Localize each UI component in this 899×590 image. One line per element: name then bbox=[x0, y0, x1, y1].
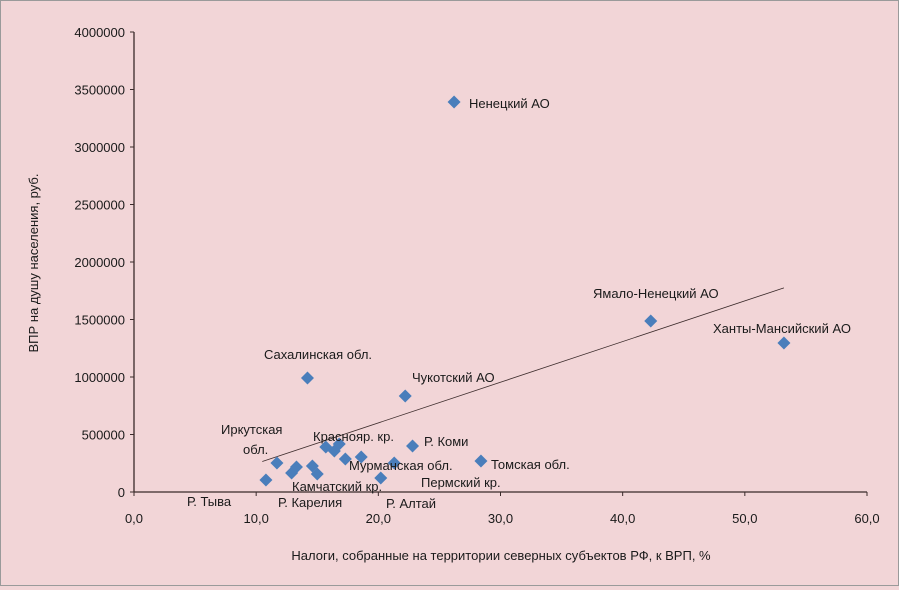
trend-line bbox=[262, 287, 785, 462]
x-tick-label: 30,0 bbox=[488, 511, 513, 526]
point-annotation: Сахалинская обл. bbox=[264, 347, 372, 362]
x-tick-label: 20,0 bbox=[366, 511, 391, 526]
y-tick-label: 2500000 bbox=[74, 198, 125, 213]
x-axis-title: Налоги, собранные на территории северных… bbox=[291, 548, 711, 563]
point-annotation: Р. Алтай bbox=[386, 496, 436, 511]
data-point bbox=[300, 371, 314, 385]
point-annotation: Ханты-Мансийский АО bbox=[713, 321, 851, 336]
point-annotation: Мурманская обл. bbox=[349, 458, 453, 473]
x-tick-label: 60,0 bbox=[854, 511, 879, 526]
data-point bbox=[474, 454, 488, 468]
data-point bbox=[354, 450, 368, 464]
y-axis-title: ВПР на душу населения, руб. bbox=[26, 174, 41, 353]
point-annotation: Иркутская bbox=[221, 422, 282, 437]
point-annotation: Ямало-Ненецкий АО bbox=[593, 286, 719, 301]
data-point bbox=[777, 336, 791, 350]
point-annotation: Р. Тыва bbox=[187, 494, 232, 509]
data-point bbox=[332, 437, 346, 451]
point-annotation: Р. Карелия bbox=[278, 495, 342, 510]
y-tick-label: 3000000 bbox=[74, 140, 125, 155]
x-tick-label: 10,0 bbox=[244, 511, 269, 526]
data-point bbox=[259, 473, 273, 487]
data-point bbox=[289, 460, 303, 474]
data-point bbox=[338, 452, 352, 466]
point-annotation: Р. Коми bbox=[424, 434, 468, 449]
y-tick-label: 4000000 bbox=[74, 25, 125, 40]
x-tick-label: 0,0 bbox=[125, 511, 143, 526]
point-annotation: Томская обл. bbox=[491, 457, 570, 472]
point-annotation: Камчатский кр. bbox=[292, 479, 382, 494]
y-tick-label: 500000 bbox=[82, 428, 125, 443]
y-tick-label: 3500000 bbox=[74, 83, 125, 98]
data-point bbox=[270, 456, 284, 470]
point-annotation: обл. bbox=[243, 442, 268, 457]
point-annotation: Пермский кр. bbox=[421, 475, 501, 490]
data-point bbox=[398, 389, 412, 403]
y-tick-label: 0 bbox=[118, 485, 125, 500]
data-point bbox=[447, 95, 461, 109]
data-point bbox=[387, 456, 401, 470]
data-point bbox=[406, 439, 420, 453]
x-tick-label: 50,0 bbox=[732, 511, 757, 526]
data-point bbox=[644, 314, 658, 328]
y-tick-label: 1000000 bbox=[74, 370, 125, 385]
point-annotation: Ненецкий АО bbox=[469, 96, 550, 111]
point-annotation: Краснояр. кр. bbox=[313, 429, 394, 444]
y-tick-label: 1500000 bbox=[74, 313, 125, 328]
x-tick-label: 40,0 bbox=[610, 511, 635, 526]
point-annotation: Чукотский АО bbox=[412, 370, 495, 385]
data-point bbox=[374, 471, 388, 485]
data-point bbox=[310, 467, 324, 481]
y-tick-label: 2000000 bbox=[74, 255, 125, 270]
